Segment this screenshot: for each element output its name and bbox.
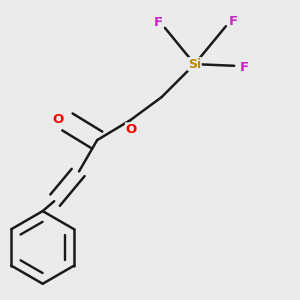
Text: F: F (154, 16, 163, 29)
Text: F: F (240, 61, 249, 74)
Text: F: F (229, 15, 238, 28)
Text: O: O (126, 123, 137, 136)
Text: Si: Si (188, 58, 201, 70)
Text: O: O (52, 113, 63, 126)
